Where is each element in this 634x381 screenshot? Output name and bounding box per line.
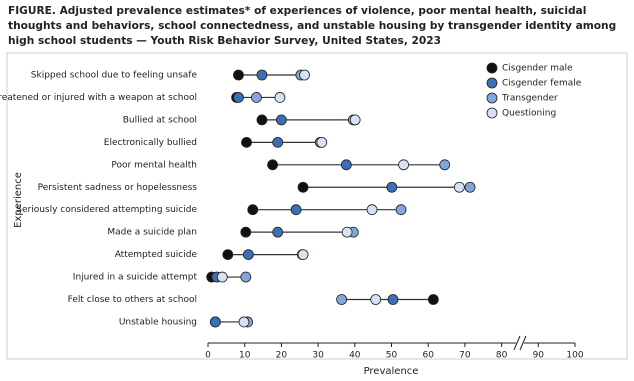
dot [316, 136, 328, 148]
dot [453, 181, 465, 193]
x-tick-label: 40 [349, 351, 361, 361]
y-tick-label: Skipped school due to feeling unsafe [31, 71, 198, 81]
dot [427, 294, 439, 305]
y-tick-label: Seriously considered attempting suicide [16, 205, 197, 215]
legend-label: Cisgender female [502, 79, 582, 89]
y-axis-label: Experience [13, 172, 24, 228]
x-tick-label: 80 [496, 351, 508, 361]
dot [386, 181, 398, 193]
dot [395, 204, 407, 216]
dot [398, 159, 410, 171]
x-tick-label: 0 [205, 351, 211, 361]
y-tick-label: Electronically bullied [104, 138, 197, 148]
legend-label: Transgender [501, 94, 558, 104]
dot [387, 294, 399, 305]
legend-marker [486, 107, 498, 119]
dot [370, 294, 382, 305]
y-tick-label: Unstable housing [119, 317, 197, 327]
dot [209, 316, 221, 328]
x-tick-label: 30 [312, 351, 324, 361]
y-tick-label: Bullied at school [123, 115, 197, 125]
legend-marker [486, 77, 498, 89]
dot [233, 69, 244, 81]
y-tick-label: Poor mental health [111, 160, 197, 170]
dot [267, 159, 278, 171]
y-tick-label: Persistent sadness or hopelessness [38, 183, 198, 193]
frame [6, 52, 628, 360]
dot [275, 114, 287, 126]
dot [464, 181, 476, 193]
dot [299, 69, 310, 81]
dot [349, 114, 361, 126]
x-axis-label: Prevalence [364, 366, 419, 377]
x-tick-label: 50 [386, 351, 398, 361]
dot [222, 249, 234, 261]
y-tick-label: Injured in a suicide attempt [73, 273, 198, 283]
dot [297, 181, 309, 193]
dot [256, 69, 268, 81]
dot [240, 226, 252, 238]
dot [340, 159, 352, 171]
axis-break [519, 335, 527, 351]
dot [366, 204, 378, 216]
y-tick-label: Made a suicide plan [107, 228, 197, 238]
y-tick-label: Felt close to others at school [68, 295, 197, 305]
dot [290, 204, 302, 216]
dot [274, 92, 286, 103]
chart-title: FIGURE. Adjusted prevalence estimates* o… [8, 5, 617, 47]
legend-label: Questioning [502, 109, 556, 119]
legend-label: Cisgender male [502, 64, 573, 74]
y-tick-label: Attempted suicide [115, 250, 198, 260]
x-tick-label: 100 [566, 351, 583, 361]
dot [247, 204, 259, 216]
dot [251, 92, 262, 103]
dot [238, 316, 250, 328]
dot [336, 294, 347, 305]
dot [233, 92, 244, 103]
dot [341, 226, 353, 238]
dot [439, 159, 451, 171]
axis-break-gap [515, 340, 524, 346]
x-tick-label: 60 [422, 351, 434, 361]
dot [272, 136, 284, 148]
x-tick-label: 90 [533, 351, 545, 361]
dot [216, 271, 228, 283]
legend-marker [486, 92, 498, 104]
dot [297, 249, 309, 261]
y-tick-label: Threatened or injured with a weapon at s… [0, 93, 197, 103]
dot [272, 226, 284, 238]
dot [241, 136, 252, 148]
x-tick-label: 70 [459, 351, 471, 361]
dot [242, 249, 254, 261]
x-tick-label: 20 [276, 351, 288, 361]
dot [256, 114, 268, 126]
x-tick-label: 10 [239, 351, 251, 361]
legend-marker [486, 62, 498, 74]
dot [240, 271, 252, 283]
axis-break [513, 335, 521, 351]
